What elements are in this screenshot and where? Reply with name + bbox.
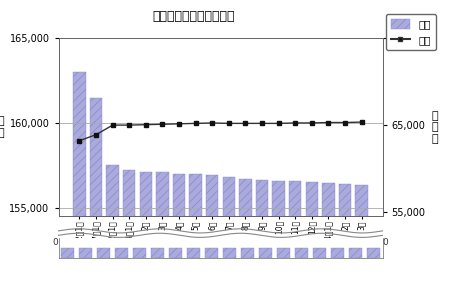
Y-axis label: 人
口: 人 口: [0, 117, 4, 138]
Bar: [367, 248, 380, 258]
Bar: [151, 248, 164, 258]
Text: 0: 0: [53, 238, 59, 247]
Bar: [241, 248, 254, 258]
Bar: [313, 248, 326, 258]
Bar: [169, 248, 182, 258]
Bar: [331, 248, 344, 258]
Bar: [322, 183, 335, 296]
Bar: [277, 248, 290, 258]
Bar: [295, 248, 308, 258]
Bar: [173, 174, 185, 296]
Legend: 人口, 世帯: 人口, 世帯: [386, 14, 436, 50]
Bar: [90, 98, 102, 296]
Bar: [339, 184, 351, 296]
Bar: [306, 182, 318, 296]
Bar: [187, 248, 200, 258]
Bar: [223, 248, 236, 258]
Text: 総人口と総世帯数の推移: 総人口と総世帯数の推移: [152, 10, 235, 23]
Bar: [156, 172, 169, 296]
Bar: [289, 181, 302, 296]
Bar: [140, 172, 152, 296]
Bar: [349, 248, 362, 258]
Bar: [223, 177, 235, 296]
Bar: [61, 248, 74, 258]
Bar: [206, 176, 218, 296]
Y-axis label: 世
帯
数: 世 帯 数: [431, 111, 438, 144]
Bar: [106, 165, 119, 296]
Bar: [239, 179, 252, 296]
Bar: [356, 185, 368, 296]
Bar: [79, 248, 92, 258]
Bar: [272, 181, 285, 296]
Bar: [133, 248, 146, 258]
Bar: [189, 174, 202, 296]
Bar: [259, 248, 272, 258]
Bar: [115, 248, 128, 258]
Bar: [73, 72, 86, 296]
Bar: [205, 248, 218, 258]
Bar: [123, 170, 135, 296]
Text: 0: 0: [382, 238, 388, 247]
Bar: [97, 248, 110, 258]
Bar: [256, 180, 268, 296]
